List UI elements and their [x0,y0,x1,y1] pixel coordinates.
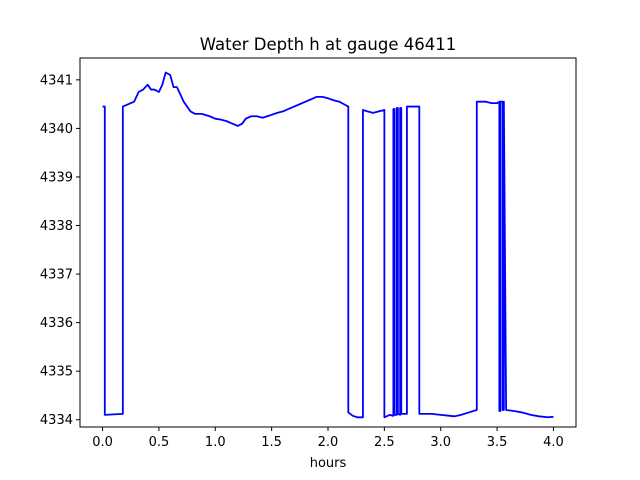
x-tick-label: 2.5 [374,435,395,450]
y-tick-label: 4337 [40,268,73,283]
y-tick-label: 4338 [40,219,73,234]
y-tick-label: 4334 [40,413,73,428]
chart-title: Water Depth h at gauge 46411 [200,35,456,54]
x-tick-label: 4.0 [543,435,564,450]
y-tick-label: 4335 [40,365,73,380]
x-tick-label: 1.0 [205,435,226,450]
x-tick-label: 0.5 [149,435,170,450]
y-axis-ticks: 4334 4335 4336 4337 4338 4339 4340 4341 [40,73,80,428]
x-tick-label: 1.5 [261,435,282,450]
y-tick-label: 4340 [40,122,73,137]
series-line [102,71,554,419]
x-tick-label: 3.0 [430,435,451,450]
y-tick-label: 4336 [40,316,73,331]
x-axis-label: hours [310,456,347,471]
x-tick-label: 3.5 [487,435,508,450]
x-tick-label: 2.0 [318,435,339,450]
y-tick-label: 4341 [40,73,73,88]
x-axis-ticks: 0.0 0.5 1.0 1.5 2.0 2.5 3.0 3.5 4.0 [92,427,564,450]
y-tick-label: 4339 [40,170,73,185]
x-tick-label: 0.0 [92,435,113,450]
